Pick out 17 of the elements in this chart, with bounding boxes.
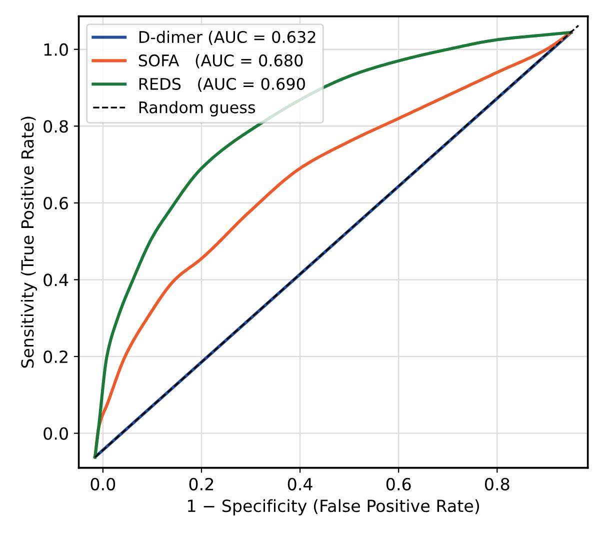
y-tick-label: 0.8	[44, 120, 68, 133]
y-tick-label: 0.2	[44, 350, 68, 364]
x-tick-label: 0.8	[484, 478, 510, 490]
x-tick-label: 0.0	[90, 478, 116, 490]
legend-label: SOFA (AUC = 0.680	[138, 54, 303, 68]
x-tick-label: 0.2	[189, 478, 214, 490]
y-axis-title: Sensitivity (True Positive Rate)	[20, 116, 37, 368]
x-tick-label: 0.4	[288, 478, 312, 490]
legend-label: D-dimer (AUC = 0.632	[139, 30, 316, 45]
y-tick-label: 0.6	[44, 196, 68, 210]
y-tick-label: 1.0	[44, 43, 68, 56]
y-tick-label: 0.4	[44, 274, 68, 286]
y-tick-label: 0.0	[44, 427, 68, 440]
x-tick-label: 0.6	[386, 478, 411, 490]
legend-label: Random guess	[139, 101, 256, 116]
x-axis-title: 1 − Specificity (False Positive Rate)	[188, 499, 479, 516]
legend-label: REDS (AUC = 0.690	[139, 78, 305, 92]
